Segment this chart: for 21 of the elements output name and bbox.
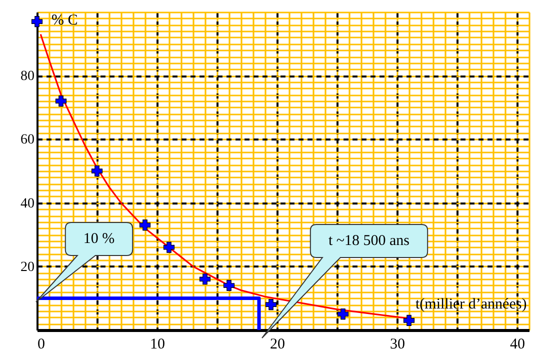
y-tick-label: 60 bbox=[20, 132, 34, 148]
point bbox=[403, 314, 415, 326]
point bbox=[223, 280, 235, 292]
x-tick-label: 30 bbox=[390, 336, 405, 352]
y-tick-label: 80 bbox=[20, 69, 34, 84]
point bbox=[91, 165, 103, 177]
point bbox=[139, 220, 151, 231]
annotation: t ~18 500 ans bbox=[328, 233, 410, 249]
point bbox=[265, 299, 277, 310]
point bbox=[163, 242, 175, 253]
x-tick-label: 40 bbox=[510, 336, 525, 352]
point bbox=[199, 274, 211, 285]
annotation: 10 % bbox=[83, 231, 115, 247]
point bbox=[31, 16, 43, 28]
x-tick-label: 20 bbox=[270, 336, 285, 352]
y-tick-label: 40 bbox=[20, 196, 34, 212]
x-tick-label: 10 bbox=[150, 336, 165, 352]
y-tick-label: 20 bbox=[20, 260, 34, 275]
x-tick-label: 0 bbox=[38, 336, 45, 352]
point bbox=[337, 308, 349, 320]
point bbox=[55, 95, 67, 107]
